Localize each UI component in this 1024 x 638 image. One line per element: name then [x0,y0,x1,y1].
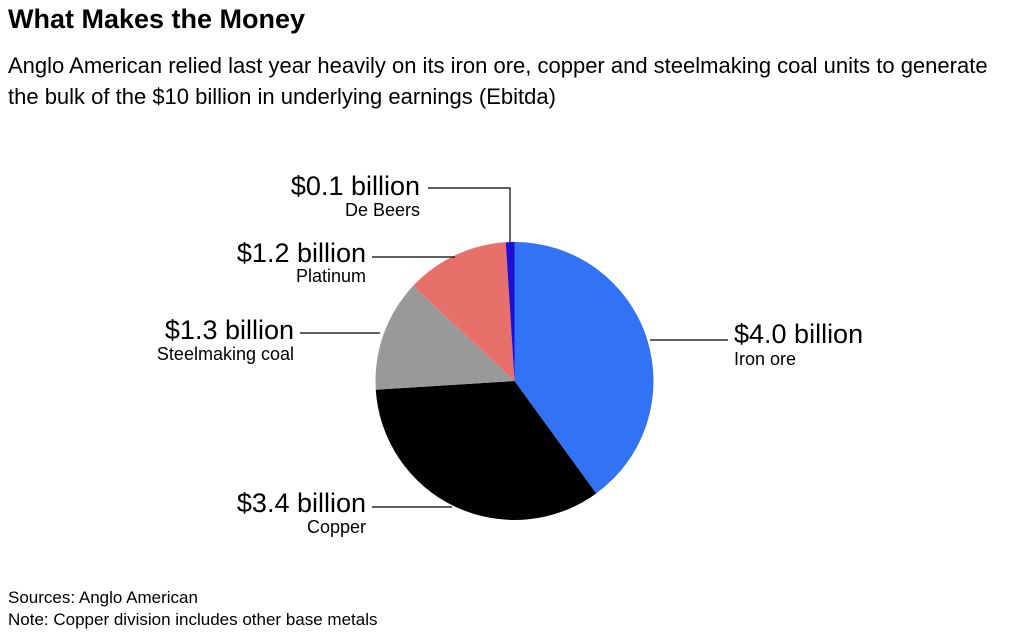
slice-label-platinum: Platinum [296,266,366,286]
value-label-steelmaking-coal: $1.3 billion [165,315,294,345]
chart-title: What Makes the Money [8,4,306,34]
slice-label-de-beers: De Beers [345,200,420,220]
value-label-copper: $3.4 billion [237,488,366,518]
leader-line-de-beers [428,187,511,242]
chart-subtitle: Anglo American relied last year heavily … [8,53,988,109]
pie-slice-platinum [413,242,515,381]
slice-label-copper: Copper [307,517,366,537]
value-label-platinum: $1.2 billion [237,238,366,268]
pie-slice-steelmaking-coal [375,285,515,390]
pie-slice-iron-ore [514,242,654,494]
pie-slice-copper [375,381,597,520]
value-label-iron-ore: $4.0 billion [734,319,863,349]
slice-label-steelmaking-coal: Steelmaking coal [157,344,294,364]
pie-slice-de-beers [505,242,515,381]
slice-label-iron-ore: Iron ore [734,349,796,369]
source-note: Sources: Anglo American [8,588,198,607]
footnote: Note: Copper division includes other bas… [8,610,378,629]
value-label-de-beers: $0.1 billion [291,171,420,201]
